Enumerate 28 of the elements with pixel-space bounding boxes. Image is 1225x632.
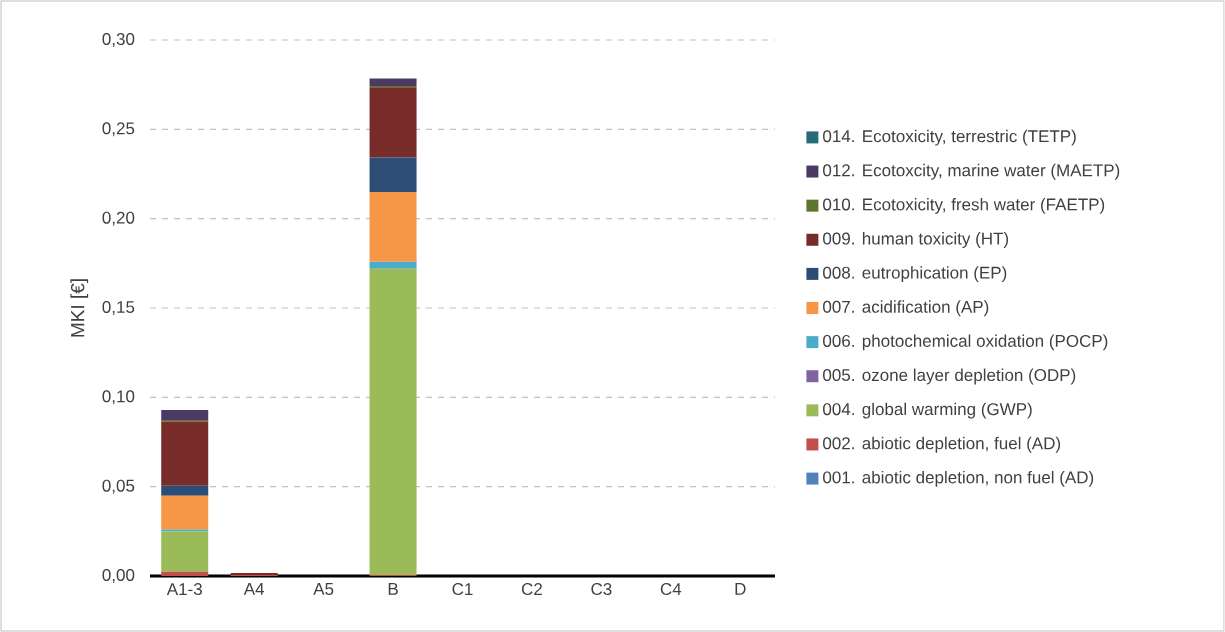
y-tick-label: 0,25: [102, 122, 135, 137]
y-tick-label: 0,30: [102, 32, 135, 48]
y-tick-label: 0,20: [102, 211, 135, 226]
y-tick-label: 0,05: [102, 479, 135, 494]
legend-label: 012. Ecotoxcity, marine water (MAETP): [823, 163, 1120, 180]
legend-label: 006. photochemical oxidation (POCP): [823, 334, 1108, 351]
x-tick-label: D: [735, 583, 746, 595]
x-tick-label: C1: [452, 583, 473, 596]
legend-label: 007. acidification (AP): [823, 300, 989, 317]
legend-label: 005. ozone layer depletion (ODP): [823, 368, 1076, 385]
x-tick-label: A5: [313, 583, 334, 595]
x-tick-label: C2: [521, 583, 542, 596]
legend-label: 010. Ecotoxicity, fresh water (FAETP): [823, 197, 1105, 214]
y-tick-label: 0,00: [102, 568, 135, 584]
x-tick-label: A1-3: [166, 583, 202, 596]
legend-label: 002. abiotic depletion, fuel (AD): [823, 436, 1061, 453]
y-tick-label: 0,10: [102, 390, 135, 405]
legend-label: 008. eutrophication (EP): [823, 266, 1007, 283]
legend-label: 004. global warming (GWP): [823, 402, 1032, 419]
legend-label: 014. Ecotoxicity, terrestric (TETP): [823, 129, 1076, 146]
y-axis-title: MKI [€]: [70, 279, 89, 337]
x-tick-label: C3: [591, 583, 612, 596]
legend-label: 009. human toxicity (HT): [823, 232, 1009, 248]
y-tick-label: 0,15: [102, 300, 135, 316]
legend-label: 001. abiotic depletion, non fuel (AD): [823, 470, 1094, 487]
x-tick-label: B: [388, 583, 398, 595]
x-tick-label: C4: [660, 583, 682, 596]
x-tick-label: A4: [243, 583, 265, 595]
